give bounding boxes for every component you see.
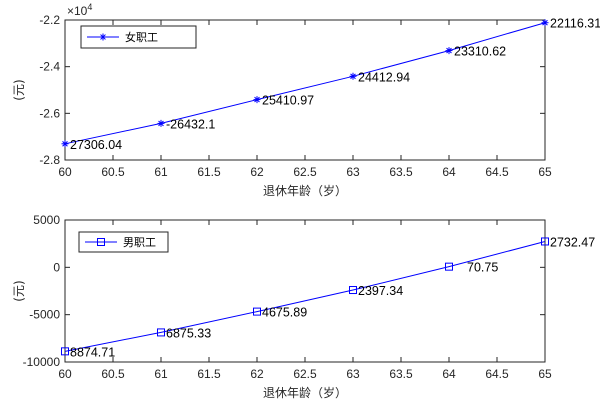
data-label: 23310.62 (454, 45, 506, 59)
x-tick-label: 65 (538, 367, 552, 381)
data-point-marker (541, 237, 549, 246)
data-point-marker (61, 347, 69, 356)
legend-label: 男职工 (123, 236, 156, 249)
y-exponent-label: ×104 (67, 2, 92, 18)
data-label: 2397.34 (358, 284, 403, 298)
y-axis-label: (元) (12, 79, 26, 100)
data-label: 70.75 (467, 261, 498, 275)
data-label: 2732.47 (550, 235, 595, 249)
data-point-marker (253, 307, 261, 316)
x-tick-label: 60 (58, 165, 72, 179)
legend-marker (99, 33, 107, 41)
x-tick-label: 63 (346, 165, 360, 179)
x-tick-label: 63.5 (389, 367, 413, 381)
y-tick-label: -2.6 (39, 106, 60, 120)
y-tick-label: 0 (53, 260, 60, 274)
y-tick-label: -10000 (23, 355, 61, 369)
data-label: 25410.97 (262, 94, 314, 108)
x-tick-label: 61.5 (197, 165, 221, 179)
x-tick-label: 62.5 (293, 165, 317, 179)
data-point-marker (253, 96, 261, 104)
x-tick-label: 63 (346, 367, 360, 381)
y-tick-label: -5000 (29, 308, 60, 322)
data-point-marker (157, 328, 165, 337)
x-tick-label: 61 (154, 367, 168, 381)
data-point-marker (157, 119, 165, 127)
x-tick-label: 62 (250, 165, 264, 179)
legend-marker (97, 238, 105, 246)
legend-label: 女职工 (125, 30, 158, 44)
data-label: 27306.04 (70, 138, 122, 152)
x-tick-label: 61 (154, 165, 168, 179)
y-exponent-base: ×10 (67, 4, 88, 18)
x-tick-label: 60 (58, 367, 72, 381)
x-tick-label: 63.5 (389, 165, 413, 179)
data-label: 24412.94 (358, 70, 410, 84)
data-point-marker (349, 72, 357, 80)
x-tick-label: 60.5 (101, 367, 125, 381)
y-tick-label: -2.8 (39, 153, 60, 167)
bottom-subplot-male: 60 60.5 61 61.5 62 62.5 63 63.5 64 64.5 65 -10000 -5… (12, 213, 595, 400)
y-tick-label: 5000 (33, 213, 60, 227)
x-tick-label: 60.5 (101, 165, 125, 179)
x-tick-label: 64.5 (485, 165, 509, 179)
x-tick-label: 62 (250, 367, 264, 381)
x-axis-label: 退休年龄（岁） (263, 183, 347, 198)
data-label: 4675.89 (262, 306, 307, 320)
x-tick-label: 64.5 (485, 367, 509, 381)
data-point-marker (61, 140, 69, 148)
y-tick-label: -2.4 (39, 60, 60, 74)
data-label: -26432.1 (166, 117, 215, 131)
y-exponent-power: 4 (87, 2, 92, 12)
data-point-marker (349, 286, 357, 295)
x-tick-label: 65 (538, 165, 552, 179)
data-point-marker (445, 47, 453, 55)
x-tick-label: 62.5 (293, 367, 317, 381)
x-tick-label: 61.5 (197, 367, 221, 381)
top-subplot-female: 60 60.5 61 61.5 62 62.5 63 63.5 64 64.5 65 -2.8 -2.6… (12, 2, 600, 198)
data-label: 8874.71 (70, 345, 115, 359)
data-point-marker (445, 262, 453, 271)
legend-box (80, 25, 197, 49)
series-line-0 (64, 22, 546, 145)
x-tick-label: 64 (442, 367, 456, 381)
series-line-0 (64, 240, 546, 352)
y-axis-label: (元) (12, 280, 26, 301)
data-label: 6875.33 (166, 326, 211, 340)
data-label: 22116.31 (550, 17, 600, 31)
y-tick-label: -2.2 (39, 13, 60, 27)
x-axis-label: 退休年龄（岁） (263, 385, 347, 400)
data-point-marker (541, 19, 549, 27)
x-tick-label: 64 (442, 165, 456, 179)
legend-box (78, 231, 169, 253)
